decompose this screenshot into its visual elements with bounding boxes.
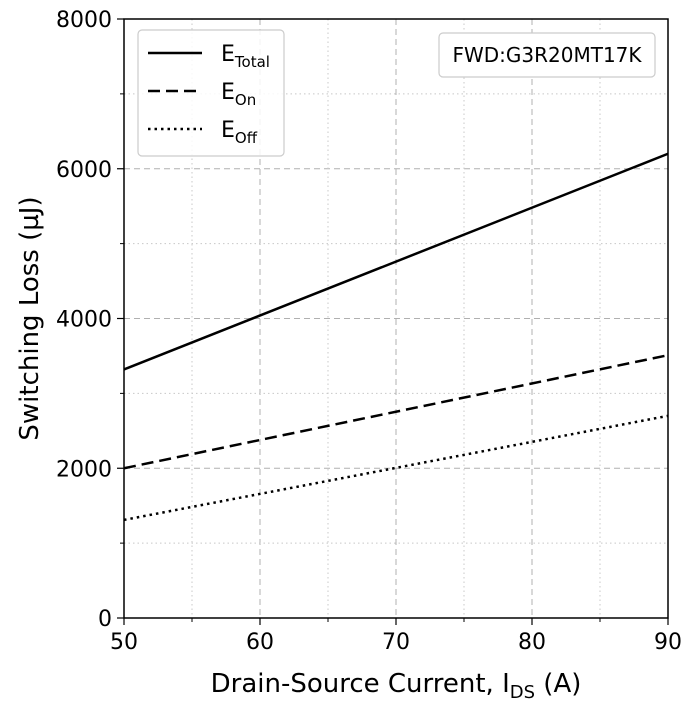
- legend-label-total: ETotal: [221, 42, 270, 71]
- x-tick-label: 50: [110, 630, 138, 655]
- x-tick-label: 70: [382, 630, 410, 655]
- y-tick-label: 6000: [56, 158, 112, 183]
- y-tick-label: 0: [98, 607, 112, 632]
- legend: ETotal EOn EOff: [137, 29, 285, 157]
- device-annotation: FWD:G3R20MT17K: [438, 32, 656, 78]
- legend-label-on: EOn: [221, 80, 256, 109]
- y-tick-label: 2000: [56, 457, 112, 482]
- x-axis-label: Drain-Source Current, IDS (A): [211, 669, 582, 702]
- y-tick-label: 4000: [56, 308, 112, 333]
- series-line-off: [123, 414, 669, 522]
- x-tick-label: 60: [246, 630, 274, 655]
- series-line-on: [123, 353, 669, 470]
- axis-ticks: 50 60 70 80 90 0 2000 4000 6000 8000: [56, 8, 682, 655]
- x-tick-label: 90: [654, 630, 682, 655]
- annotation-box: [438, 32, 656, 78]
- legend-label-off: EOff: [221, 118, 258, 147]
- annotation-text: FWD:G3R20MT17K: [452, 43, 642, 67]
- y-axis-label: Switching Loss (µJ): [15, 196, 45, 440]
- series-lines: [123, 152, 669, 522]
- legend-box: [137, 29, 285, 157]
- y-tick-label: 8000: [56, 8, 112, 33]
- series-line-total: [123, 152, 669, 371]
- x-tick-label: 80: [518, 630, 546, 655]
